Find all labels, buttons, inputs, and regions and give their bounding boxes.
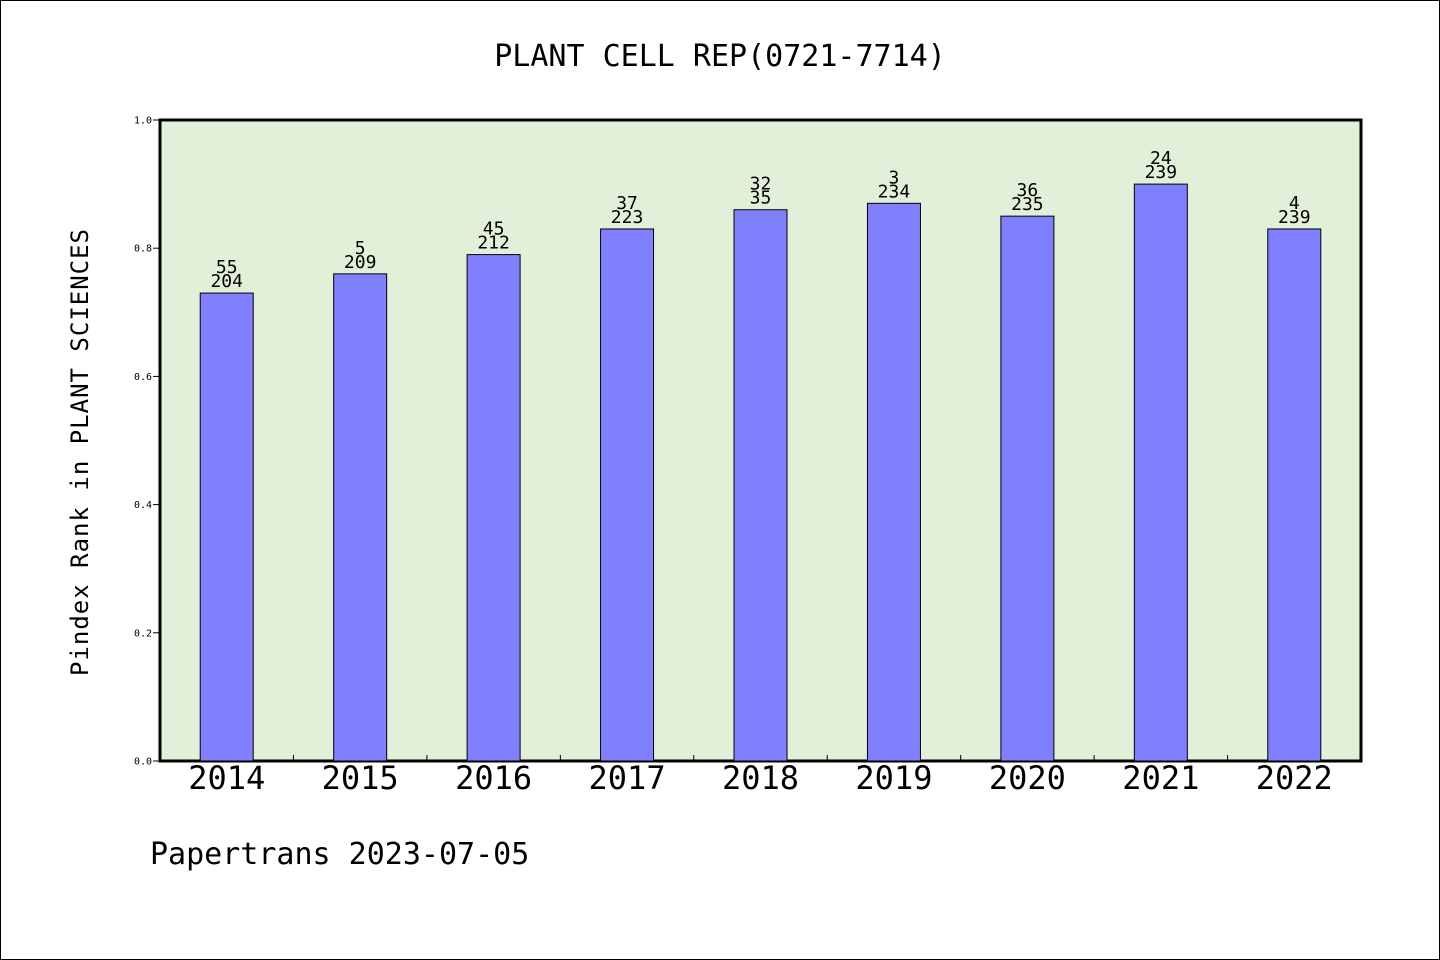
x-tick-label: 2014 (188, 759, 265, 797)
bar-label-bottom: 35 (750, 188, 772, 209)
bar-label-top: 3 (889, 167, 900, 188)
bar-label-top: 55 (216, 257, 238, 278)
bar-label-top: 24 (1150, 148, 1172, 169)
bar-series (199, 183, 1322, 762)
bar-label-bottom: 223 (611, 207, 644, 228)
bar-label-top: 5 (355, 238, 366, 259)
x-tick-label: 2019 (855, 759, 932, 797)
bar-2016 (466, 254, 521, 762)
x-tick-label: 2017 (589, 759, 666, 797)
bar-2019 (866, 202, 921, 762)
footer-text: Papertrans 2023-07-05 (150, 837, 529, 872)
y-tick-label: 0.2 (134, 628, 152, 639)
bar-label-bottom: 204 (210, 271, 243, 292)
bar-label-top: 32 (750, 174, 772, 195)
x-tick-label: 2018 (722, 759, 799, 797)
bar-label-top: 36 (1017, 180, 1039, 201)
y-tick-label: 0.8 (134, 244, 152, 255)
y-axis-label: Pindex Rank in PLANT SCIENCES (66, 228, 94, 676)
bar-2022 (1267, 228, 1322, 762)
x-tick-label: 2021 (1122, 759, 1199, 797)
bar-label-bottom: 234 (878, 181, 911, 202)
bar-label-top: 37 (616, 193, 638, 214)
bar-label-bottom: 239 (1278, 207, 1311, 228)
x-tick-label: 2015 (322, 759, 399, 797)
bar-label-top: 45 (483, 219, 505, 240)
y-tick-label: 0.6 (134, 372, 152, 383)
bar-2020 (1000, 215, 1055, 762)
bar-2018 (733, 209, 788, 762)
x-tick-label: 2016 (455, 759, 532, 797)
bar-2021 (1133, 183, 1188, 762)
x-tick-label: 2022 (1256, 759, 1333, 797)
bar-label-bottom: 209 (344, 252, 377, 273)
bar-label-top: 4 (1289, 193, 1300, 214)
x-axis: 2014 2015 2016 2017 2018 2019 2020 2021 2022 (188, 755, 1333, 797)
y-tick-label: 0.4 (134, 500, 152, 511)
bar-2017 (600, 228, 655, 762)
bar-label-bottom: 212 (477, 233, 510, 254)
x-tick-label: 2020 (989, 759, 1066, 797)
bar-2015 (333, 273, 388, 762)
chart-title: PLANT CELL REP(0721-7714) (494, 39, 946, 74)
y-tick-label: 0.0 (134, 757, 152, 768)
bar-label-bottom: 239 (1145, 162, 1178, 183)
y-axis: 0.0 0.2 0.4 0.6 0.8 1.0 (134, 116, 160, 768)
bar-label-bottom: 235 (1011, 194, 1044, 215)
bar-2014 (199, 292, 254, 762)
y-tick-label: 1.0 (134, 116, 152, 127)
